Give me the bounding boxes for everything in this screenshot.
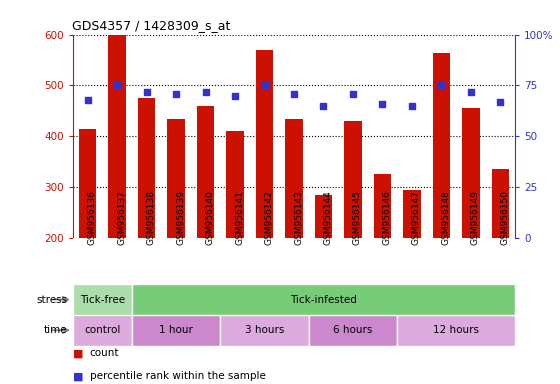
Bar: [220, 315, 309, 346]
Text: 12 hours: 12 hours: [433, 325, 479, 335]
Bar: [315, 195, 332, 238]
Text: stress: stress: [36, 295, 67, 305]
Bar: [344, 121, 362, 238]
Text: GSM956144: GSM956144: [324, 190, 333, 245]
Text: ■: ■: [73, 348, 83, 358]
Point: [408, 103, 417, 109]
Bar: [132, 315, 220, 346]
Text: 1 hour: 1 hour: [159, 325, 193, 335]
Point: [348, 91, 357, 97]
Bar: [73, 284, 132, 315]
Bar: [397, 315, 515, 346]
Bar: [403, 190, 421, 238]
Text: GSM956136: GSM956136: [87, 190, 96, 245]
Text: 3 hours: 3 hours: [245, 325, 284, 335]
Bar: [285, 119, 303, 238]
Bar: [374, 174, 391, 238]
Text: GSM956142: GSM956142: [264, 190, 273, 245]
Bar: [309, 315, 397, 346]
Text: percentile rank within the sample: percentile rank within the sample: [90, 371, 265, 381]
Text: control: control: [84, 325, 120, 335]
Bar: [79, 129, 96, 238]
Text: GSM956141: GSM956141: [235, 190, 244, 245]
Text: GSM956150: GSM956150: [501, 190, 510, 245]
Text: GSM956137: GSM956137: [117, 190, 126, 245]
Bar: [226, 131, 244, 238]
Point: [83, 97, 92, 103]
Text: GSM956143: GSM956143: [294, 190, 303, 245]
Bar: [108, 35, 126, 238]
Text: time: time: [44, 325, 67, 335]
Point: [378, 101, 387, 107]
Text: GSM956140: GSM956140: [206, 190, 214, 245]
Text: Tick-free: Tick-free: [80, 295, 125, 305]
Point: [290, 91, 298, 97]
Text: GSM956145: GSM956145: [353, 190, 362, 245]
Text: 6 hours: 6 hours: [333, 325, 372, 335]
Point: [260, 83, 269, 89]
Text: count: count: [90, 348, 119, 358]
Text: GSM956139: GSM956139: [176, 190, 185, 245]
Text: GSM956149: GSM956149: [471, 190, 480, 245]
Text: GSM956148: GSM956148: [441, 190, 450, 245]
Bar: [462, 108, 480, 238]
Text: Tick-infested: Tick-infested: [290, 295, 357, 305]
Bar: [132, 284, 515, 315]
Point: [319, 103, 328, 109]
Point: [201, 88, 210, 94]
Point: [437, 83, 446, 89]
Bar: [73, 315, 132, 346]
Text: GDS4357 / 1428309_s_at: GDS4357 / 1428309_s_at: [72, 19, 231, 32]
Point: [142, 88, 151, 94]
Point: [466, 88, 475, 94]
Bar: [138, 98, 155, 238]
Bar: [492, 169, 509, 238]
Text: ■: ■: [73, 371, 83, 381]
Point: [171, 91, 180, 97]
Text: GSM956146: GSM956146: [382, 190, 391, 245]
Bar: [167, 119, 185, 238]
Point: [113, 83, 122, 89]
Text: GSM956138: GSM956138: [147, 190, 156, 245]
Bar: [197, 106, 214, 238]
Point: [496, 99, 505, 105]
Text: GSM956147: GSM956147: [412, 190, 421, 245]
Bar: [433, 53, 450, 238]
Point: [231, 93, 240, 99]
Bar: [256, 50, 273, 238]
